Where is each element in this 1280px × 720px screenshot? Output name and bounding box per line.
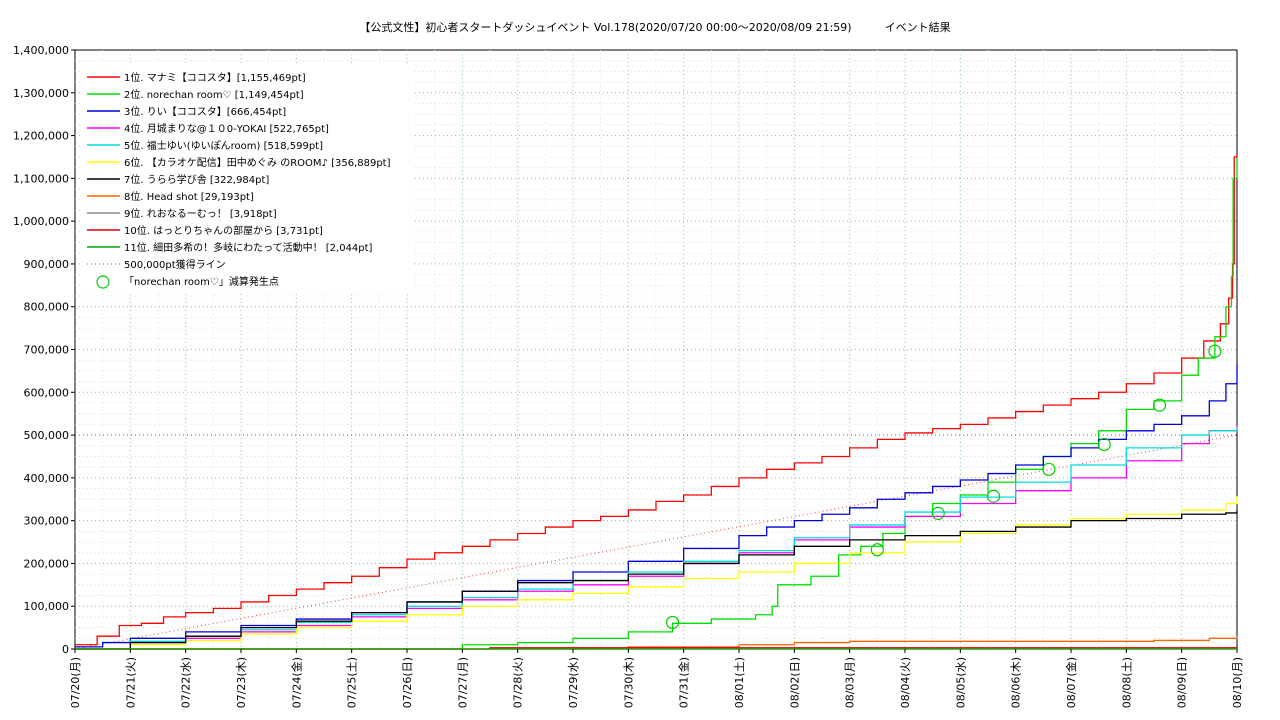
y-tick-label: 800,000 bbox=[24, 301, 70, 314]
legend-label: 8位. Head shot [29,193pt] bbox=[124, 190, 254, 203]
legend-label: 2位. norechan room♡ [1,149,454pt] bbox=[124, 88, 304, 101]
y-tick-label: 1,100,000 bbox=[13, 172, 69, 185]
x-tick-label: 08/03(月) bbox=[844, 657, 857, 708]
x-tick-label: 07/26(日) bbox=[401, 657, 414, 708]
legend-label: 「norechan room♡」減算発生点 bbox=[124, 275, 279, 288]
x-tick-label: 07/21(火) bbox=[124, 657, 137, 708]
x-tick-label: 07/28(火) bbox=[512, 657, 525, 708]
x-tick-label: 07/23(木) bbox=[235, 657, 248, 708]
y-tick-label: 1,300,000 bbox=[13, 87, 69, 100]
x-tick-label: 08/05(水) bbox=[954, 657, 967, 708]
y-tick-label: 900,000 bbox=[24, 258, 70, 271]
legend-label: 3位. りい【ココスタ】[666,454pt] bbox=[124, 105, 286, 118]
legend-label: 1位. マナミ【ココスタ】[1,155,469pt] bbox=[124, 71, 306, 84]
x-tick-label: 07/31(金) bbox=[677, 657, 691, 708]
legend-label: 6位. 【カラオケ配信】田中めぐみ のROOM♪ [356,889pt] bbox=[124, 156, 391, 169]
series-line-3 bbox=[75, 363, 1238, 648]
deduction-marker bbox=[870, 543, 884, 557]
legend-label: 9位. れおなるーむっ！ [3,918pt] bbox=[124, 207, 277, 220]
x-tick-label: 08/08(土) bbox=[1120, 657, 1133, 708]
y-tick-label: 100,000 bbox=[24, 600, 70, 613]
y-tick-label: 400,000 bbox=[24, 472, 70, 485]
legend-label: 500,000pt獲得ライン bbox=[124, 258, 226, 271]
chart-title: 【公式文性】初心者スタートダッシュイベント Vol.178(2020/07/20… bbox=[359, 20, 950, 34]
legend-label: 10位. はっとりちゃんの部屋から [3,731pt] bbox=[124, 224, 323, 237]
legend-label: 5位. 福士ゆい(ゆいぽんroom) [518,599pt] bbox=[124, 139, 323, 152]
deduction-marker bbox=[1208, 344, 1222, 358]
x-tick-label: 08/09(日) bbox=[1176, 657, 1189, 708]
deduction-marker bbox=[1152, 398, 1167, 412]
deduction-marker bbox=[986, 489, 1001, 503]
deduction-marker bbox=[1097, 437, 1111, 452]
y-tick-label: 500,000 bbox=[24, 429, 70, 442]
x-tick-label: 07/24(金) bbox=[289, 657, 303, 708]
deduction-marker bbox=[1042, 462, 1056, 476]
legend-label: 7位. うらら学び舎 [322,984pt] bbox=[124, 173, 269, 186]
series-line-6 bbox=[75, 496, 1238, 650]
y-tick-label: 1,200,000 bbox=[13, 130, 69, 143]
x-tick-label: 08/10(月) bbox=[1231, 657, 1244, 708]
x-tick-label: 07/27(月) bbox=[456, 657, 469, 708]
x-tick-label: 07/20(月) bbox=[69, 657, 82, 708]
legend-swatch bbox=[96, 275, 110, 289]
axis-labels: 0 100,000 200,000 300,000 400,000 500,000 600,… bbox=[13, 44, 1244, 708]
marker-group bbox=[665, 344, 1222, 630]
y-tick-label: 300,000 bbox=[24, 515, 70, 528]
y-tick-label: 1,400,000 bbox=[13, 44, 69, 57]
x-tick-label: 07/22(水) bbox=[180, 657, 193, 708]
y-tick-label: 600,000 bbox=[24, 386, 70, 399]
x-tick-label: 08/04(火) bbox=[899, 657, 912, 708]
legend-background bbox=[80, 66, 415, 292]
y-tick-label: 1,000,000 bbox=[13, 215, 69, 228]
y-tick-label: 200,000 bbox=[24, 557, 70, 570]
x-tick-label: 07/29(水) bbox=[567, 657, 580, 708]
x-tick-label: 08/02(日) bbox=[788, 657, 801, 708]
deduction-marker bbox=[665, 615, 680, 630]
x-tick-label: 08/06(木) bbox=[1010, 657, 1023, 708]
y-tick-label: 0 bbox=[62, 643, 69, 656]
legend-label: 11位. 細田多希の！多岐にわたって活動中！ [2,044pt] bbox=[124, 241, 373, 254]
series-line-7 bbox=[75, 510, 1238, 650]
x-tick-label: 07/25(土) bbox=[346, 657, 359, 708]
x-tick-label: 08/07(金) bbox=[1064, 657, 1078, 708]
legend: 1位. マナミ【ココスタ】[1,155,469pt] 2位. norechan r… bbox=[80, 66, 415, 292]
y-tick-label: 700,000 bbox=[24, 344, 70, 357]
deduction-marker bbox=[931, 506, 945, 520]
x-tick-label: 07/30(木) bbox=[622, 657, 635, 708]
series-line-1 bbox=[75, 154, 1238, 646]
x-tick-label: 08/01(土) bbox=[733, 657, 746, 708]
legend-label: 4位. 月城まりな@１０0-YOKAI [522,765pt] bbox=[124, 122, 329, 135]
